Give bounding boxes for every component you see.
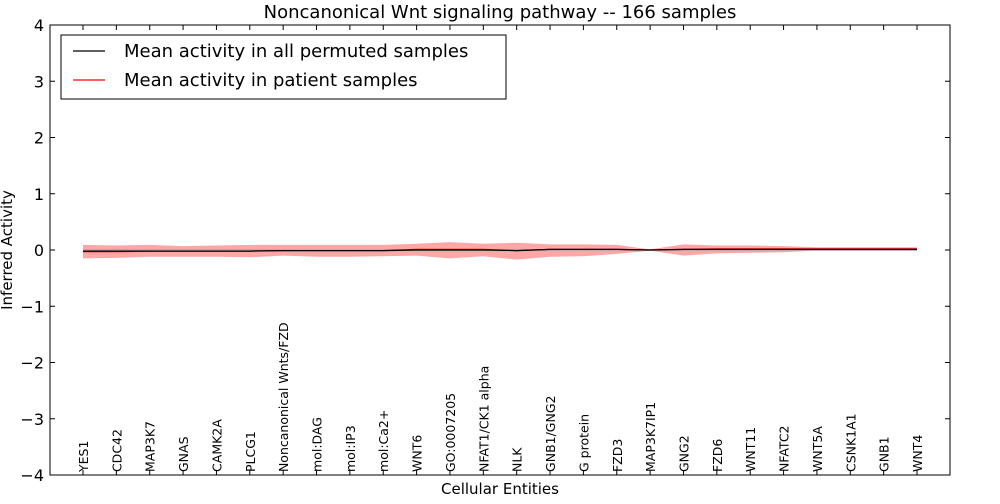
x-tick-label: G protein — [576, 414, 591, 472]
x-tick-label: CDC42 — [109, 429, 124, 472]
x-tick-label: FZD6 — [710, 439, 725, 472]
x-tick-label: mol:IP3 — [343, 425, 358, 472]
legend-label-permuted: Mean activity in all permuted samples — [124, 41, 468, 62]
y-tick-label: 3 — [34, 72, 44, 91]
y-tick-label: −1 — [20, 297, 44, 316]
x-tick-label: Noncanonical Wnts/FZD — [276, 322, 291, 472]
x-tick-label: WNT5A — [810, 426, 825, 472]
x-tick-label: mol:DAG — [310, 417, 325, 472]
y-axis: 4 3 2 1 0 −1 −2 −3 −4 — [20, 16, 950, 485]
y-tick-label: 2 — [34, 129, 44, 148]
x-tick-label: FZD3 — [610, 439, 625, 472]
x-tick-label: GNB1/GNG2 — [543, 396, 558, 472]
y-tick-label: 4 — [34, 16, 44, 35]
x-tick-label: WNT4 — [910, 435, 925, 472]
legend-box — [60, 34, 507, 100]
permuted-mean-line — [83, 248, 917, 252]
legend-label-patient: Mean activity in patient samples — [124, 70, 418, 91]
y-tick-label: 1 — [34, 185, 44, 204]
x-axis: YES1 CDC42 MAP3K7 GNAS CAMK2A PLCG1 Noncanonic… — [76, 25, 925, 475]
x-tick-label: GO:0007205 — [443, 393, 458, 472]
x-axis-label: Cellular Entities — [441, 480, 559, 498]
chart-title: Noncanonical Wnt signaling pathway -- 16… — [264, 2, 737, 23]
lines-layer — [83, 248, 917, 253]
x-tick-label: YES1 — [76, 441, 91, 473]
x-tick-label: NFATC2 — [777, 425, 792, 472]
x-tick-label: WNT11 — [743, 427, 758, 472]
legend: Mean activity in all permuted samples Me… — [60, 34, 507, 100]
x-tick-label: PLCG1 — [243, 431, 258, 472]
x-tick-label: NLK — [510, 447, 525, 472]
y-tick-label: −3 — [20, 410, 44, 429]
x-tick-label: MAP3K7IP1 — [643, 402, 658, 472]
x-tick-label: MAP3K7 — [143, 421, 158, 472]
x-tick-label: GNB1 — [877, 436, 892, 472]
x-tick-label: NFAT1/CK1 alpha — [476, 366, 491, 472]
y-tick-label: −2 — [20, 354, 44, 373]
x-tick-label: WNT6 — [410, 435, 425, 472]
x-tick-label: CSNK1A1 — [843, 413, 858, 472]
x-tick-label: GNAS — [176, 436, 191, 472]
y-tick-label: 0 — [34, 241, 44, 260]
y-axis-label: Inferred Activity — [0, 190, 16, 310]
x-tick-label: GNG2 — [677, 435, 692, 472]
x-tick-label: CAMK2A — [209, 419, 224, 472]
y-tick-label: −4 — [20, 466, 44, 485]
x-tick-label: mol:Ca2+ — [376, 410, 391, 472]
